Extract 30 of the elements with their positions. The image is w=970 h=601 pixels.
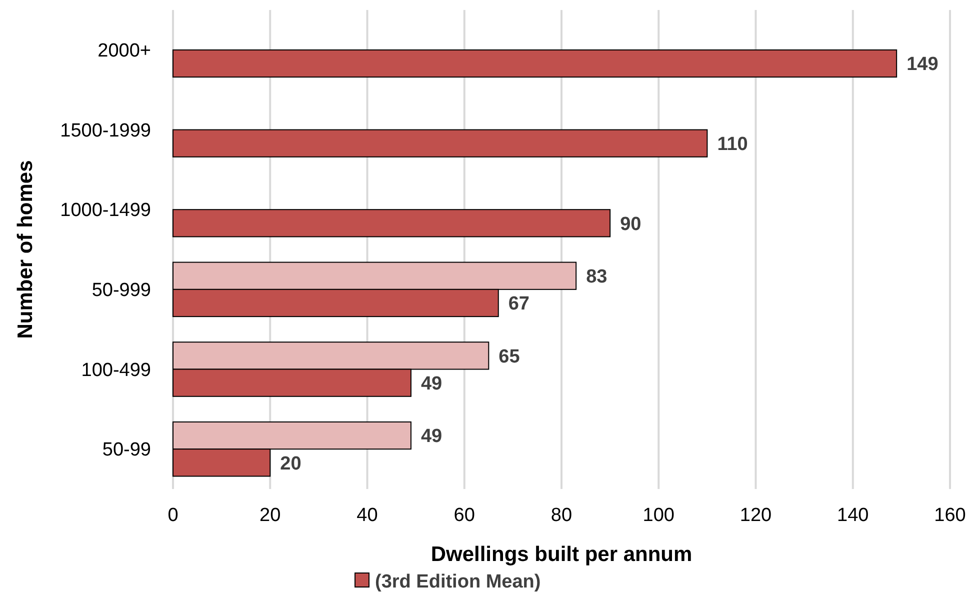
data-label: 49 <box>420 426 442 448</box>
data-label: 20 <box>280 453 302 474</box>
data-label: 67 <box>508 294 530 315</box>
data-label: 83 <box>586 266 608 288</box>
x-tick-label: 0 <box>168 505 178 526</box>
y-tick-label: 2000+ <box>98 40 151 62</box>
data-label: 90 <box>620 214 642 235</box>
bar <box>172 49 898 78</box>
legend-label: (3rd Edition Mean) <box>375 572 541 593</box>
data-label: 110 <box>717 134 748 155</box>
x-tick-label: 80 <box>550 505 572 526</box>
data-label: 65 <box>498 346 520 368</box>
y-tick-label: 1000-1499 <box>60 200 151 222</box>
y-axis-title: Number of homes <box>14 160 37 339</box>
x-tick-label: 120 <box>740 505 772 526</box>
data-label: 49 <box>420 373 442 394</box>
x-tick-label: 160 <box>934 505 966 526</box>
bar <box>172 209 611 238</box>
x-tick-label: 20 <box>260 505 281 526</box>
x-tick-label: 100 <box>642 505 674 526</box>
bar <box>172 129 708 158</box>
x-axis-title: Dwellings built per annum <box>430 543 692 566</box>
y-tick-label: 50-999 <box>92 280 151 302</box>
y-tick-label: 1500-1999 <box>60 120 151 142</box>
data-label: 149 <box>906 54 938 76</box>
x-tick-label: 40 <box>356 505 378 526</box>
y-tick-label: 50-99 <box>102 440 151 461</box>
x-tick-label: 60 <box>454 505 475 526</box>
x-tick-label: 140 <box>837 505 869 526</box>
y-tick-label: 100-499 <box>81 360 151 381</box>
